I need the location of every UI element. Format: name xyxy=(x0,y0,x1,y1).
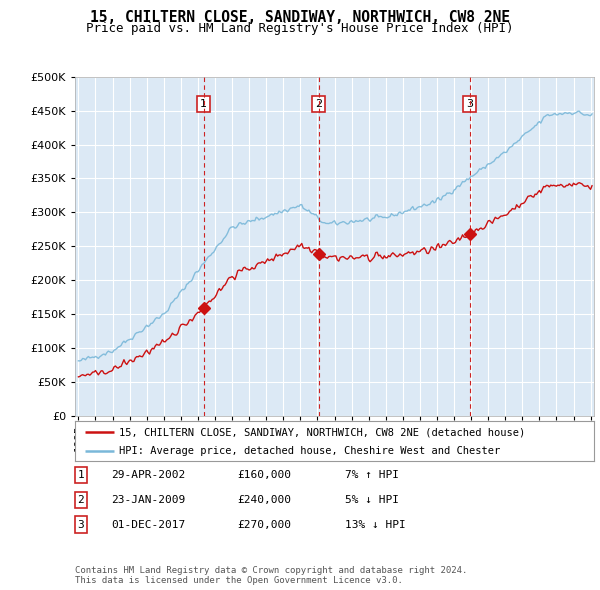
Text: 7% ↑ HPI: 7% ↑ HPI xyxy=(345,470,399,480)
Text: 3: 3 xyxy=(77,520,85,529)
Text: 15, CHILTERN CLOSE, SANDIWAY, NORTHWICH, CW8 2NE: 15, CHILTERN CLOSE, SANDIWAY, NORTHWICH,… xyxy=(90,10,510,25)
Text: 1: 1 xyxy=(200,99,207,109)
Text: HPI: Average price, detached house, Cheshire West and Chester: HPI: Average price, detached house, Ches… xyxy=(119,445,500,455)
Text: 2: 2 xyxy=(315,99,322,109)
Text: 5% ↓ HPI: 5% ↓ HPI xyxy=(345,495,399,504)
Text: 23-JAN-2009: 23-JAN-2009 xyxy=(111,495,185,504)
Text: 13% ↓ HPI: 13% ↓ HPI xyxy=(345,520,406,529)
Text: Contains HM Land Registry data © Crown copyright and database right 2024.
This d: Contains HM Land Registry data © Crown c… xyxy=(75,566,467,585)
Text: 29-APR-2002: 29-APR-2002 xyxy=(111,470,185,480)
Text: 01-DEC-2017: 01-DEC-2017 xyxy=(111,520,185,529)
Text: 2: 2 xyxy=(77,495,85,504)
Text: £160,000: £160,000 xyxy=(237,470,291,480)
Text: £240,000: £240,000 xyxy=(237,495,291,504)
Text: Price paid vs. HM Land Registry's House Price Index (HPI): Price paid vs. HM Land Registry's House … xyxy=(86,22,514,35)
Text: £270,000: £270,000 xyxy=(237,520,291,529)
Text: 1: 1 xyxy=(77,470,85,480)
Text: 15, CHILTERN CLOSE, SANDIWAY, NORTHWICH, CW8 2NE (detached house): 15, CHILTERN CLOSE, SANDIWAY, NORTHWICH,… xyxy=(119,427,526,437)
Text: 3: 3 xyxy=(466,99,473,109)
